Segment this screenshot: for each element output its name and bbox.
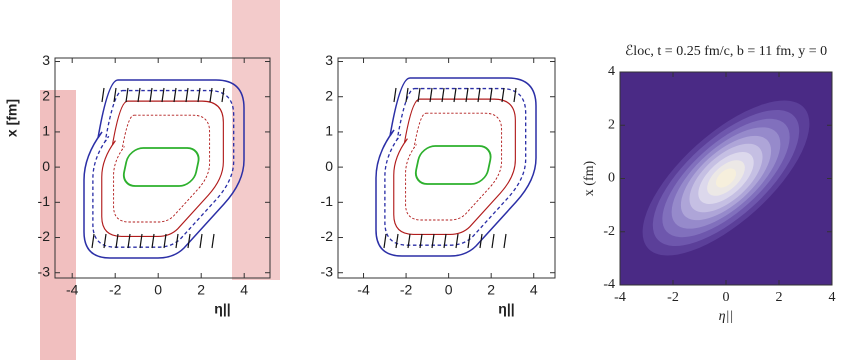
y-tick-label: 1 <box>42 123 50 139</box>
x-tick-label: -4 <box>614 290 626 305</box>
x-tick-label: 0 <box>154 282 162 298</box>
flow-tick <box>137 87 141 103</box>
y-tick-label: 0 <box>42 158 50 174</box>
x-tick-label: -2 <box>400 282 413 298</box>
flow-tick <box>453 87 457 103</box>
flow-tick <box>513 87 517 103</box>
y-tick-label: -3 <box>38 263 51 279</box>
plot-frame <box>54 57 271 279</box>
y-tick-label: 0 <box>608 171 615 186</box>
distortion-artifacts <box>40 0 280 360</box>
flow-tick <box>419 233 423 249</box>
flow-tick <box>501 87 505 103</box>
y-tick-label: 4 <box>608 64 615 79</box>
y-tick-label: -1 <box>38 193 51 209</box>
y-axis-label: x [fm] <box>4 99 20 137</box>
flow-tick <box>429 87 433 103</box>
x-axis-label: η|| <box>719 309 734 324</box>
x-axis-label: η|| <box>214 301 230 317</box>
flow-tick <box>113 87 117 103</box>
flow-tick <box>443 233 447 249</box>
flow-tick <box>163 233 167 249</box>
flow-tick <box>187 233 191 249</box>
flow-tick <box>455 233 459 249</box>
y-tick-label: 3 <box>325 52 333 68</box>
y-tick-label: -4 <box>603 277 615 292</box>
flow-tick <box>465 87 469 103</box>
flow-tick <box>479 233 483 249</box>
flow-tick <box>211 233 215 249</box>
flow-tick <box>175 233 179 249</box>
flow-tick <box>407 233 411 249</box>
x-tick-label: 4 <box>530 282 538 298</box>
flow-tick <box>383 233 387 249</box>
flow-tick <box>149 87 153 103</box>
x-tick-label: -4 <box>357 282 370 298</box>
flow-tick <box>209 87 213 103</box>
x-tick-label: 0 <box>723 290 730 305</box>
x-tick-label: -4 <box>66 282 79 298</box>
flow-tick <box>467 233 471 249</box>
flow-tick <box>393 87 397 103</box>
flow-tick <box>139 233 143 249</box>
y-tick-label: 3 <box>42 52 50 68</box>
flow-tick <box>431 233 435 249</box>
flow-tick <box>199 233 203 249</box>
contour-lines <box>84 80 244 258</box>
y-tick-label: -2 <box>603 224 615 239</box>
flow-tick <box>161 87 165 103</box>
flow-tick <box>115 233 119 249</box>
flow-tick <box>221 87 225 103</box>
x-tick-label: 0 <box>445 282 453 298</box>
x-tick-label: -2 <box>667 290 679 305</box>
x-tick-label: 2 <box>776 290 783 305</box>
flow-tick <box>103 233 107 249</box>
flow-tick <box>125 87 129 103</box>
axes: -4 -2 0 2 4 -3 -2 -1 0 1 2 3 η|| x [fm] -4 -2 0 2 4 -3 -2 -1 0… <box>4 44 836 324</box>
flow-tick <box>173 87 177 103</box>
flow-tick <box>503 233 507 249</box>
filled-contours <box>620 72 832 285</box>
flow-tick <box>197 87 201 103</box>
contour-lines <box>376 78 536 256</box>
flow-tick <box>101 87 105 103</box>
flow-tick <box>151 233 155 249</box>
flow-tick <box>441 87 445 103</box>
x-tick-label: -2 <box>109 282 122 298</box>
y-tick-label: -2 <box>321 228 334 244</box>
x-tick-label: 4 <box>829 290 836 305</box>
flow-tick <box>489 87 493 103</box>
y-tick-label: -1 <box>321 193 334 209</box>
x-tick-label: 2 <box>487 282 495 298</box>
y-tick-label: 2 <box>325 87 333 103</box>
x-tick-label: 2 <box>197 282 205 298</box>
flow-tick <box>127 233 131 249</box>
x-tick-label: 4 <box>240 282 248 298</box>
y-axis-label: x (fm) <box>582 160 597 196</box>
y-tick-label: 1 <box>325 123 333 139</box>
flow-tick <box>395 233 399 249</box>
plot-frame <box>337 57 556 279</box>
y-tick-label: -2 <box>38 228 51 244</box>
flow-tick <box>91 233 95 249</box>
flow-tick <box>491 233 495 249</box>
y-tick-label: -3 <box>321 263 334 279</box>
flow-tick <box>405 87 409 103</box>
x-axis-label: η|| <box>498 301 514 317</box>
flow-tick <box>185 87 189 103</box>
y-tick-label: 0 <box>325 158 333 174</box>
chart-title: ℰloc, t = 0.25 fm/c, b = 11 fm, y = 0 <box>625 44 827 59</box>
y-tick-label: 2 <box>42 87 50 103</box>
flow-tick <box>417 87 421 103</box>
flow-tick <box>477 87 481 103</box>
y-tick-label: 2 <box>608 117 615 132</box>
